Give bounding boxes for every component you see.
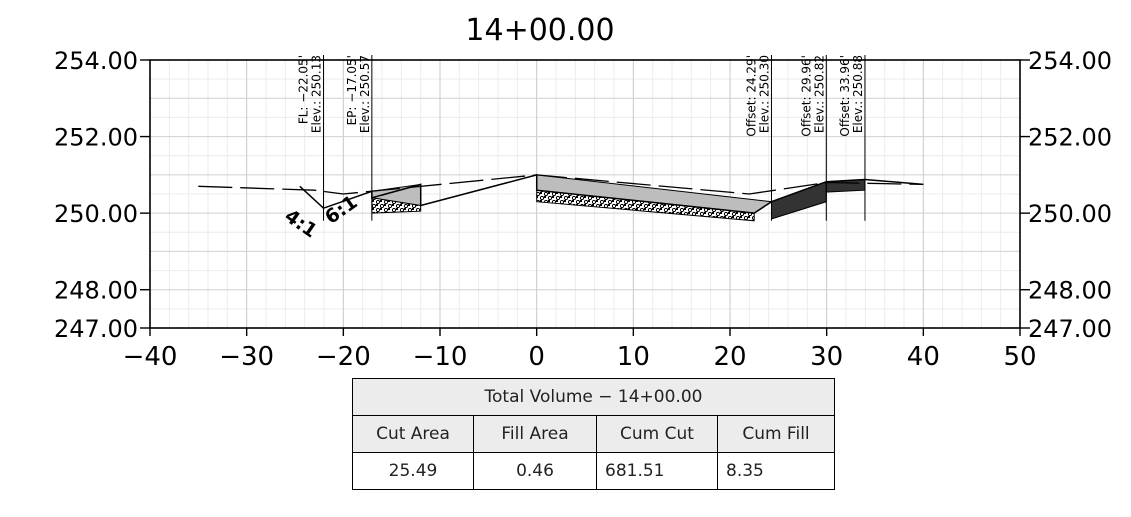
x-ticks: −40 −30 −20 −10 0 10 20 30 40 50	[123, 328, 1037, 372]
x-tick-label: −30	[219, 342, 274, 372]
y-tick-label-right: 254.00	[1028, 47, 1112, 75]
x-tick-label: 0	[528, 342, 545, 372]
x-tick-label: −20	[316, 342, 371, 372]
header-cum-fill: Cum Fill	[717, 415, 835, 453]
value-fill-area: 0.46	[473, 452, 597, 490]
y-tick-label-left: 247.00	[54, 315, 138, 343]
x-tick-label: 10	[617, 342, 650, 372]
offset-label: Elev.: 250.30	[757, 55, 771, 133]
y-tick-label-left: 250.00	[54, 200, 138, 228]
offset-label: Elev.: 250.82	[812, 55, 826, 133]
header-fill-area: Fill Area	[473, 415, 597, 453]
value-cum-cut: 681.51	[596, 452, 718, 490]
x-tick-label: 40	[907, 342, 940, 372]
y-tick-label-left: 254.00	[54, 47, 138, 75]
chart-title: 14+00.00	[465, 13, 614, 48]
value-cum-fill: 8.35	[717, 452, 835, 490]
y-tick-label-right: 252.00	[1028, 124, 1112, 152]
offset-label: Offset: 29.96'	[799, 55, 813, 137]
y-tick-label-left: 252.00	[54, 124, 138, 152]
slope-label-4-1: 4:1	[281, 205, 322, 243]
x-tick-label: 20	[713, 342, 746, 372]
y-tick-label-left: 248.00	[54, 277, 138, 305]
volume-table: Total Volume − 14+00.00 Cut Area Fill Ar…	[352, 378, 835, 490]
y-tick-label-right: 247.00	[1028, 315, 1112, 343]
y-ticks-left: 247.00 248.00 250.00 252.00 254.00	[54, 47, 150, 343]
y-tick-label-right: 250.00	[1028, 200, 1112, 228]
x-tick-label: −40	[123, 342, 178, 372]
plot-frame	[149, 59, 1021, 329]
header-cut-area: Cut Area	[352, 415, 474, 453]
offset-label: EP: −17.05'	[345, 55, 359, 125]
value-cut-area: 25.49	[352, 452, 474, 490]
x-tick-label: 50	[1003, 342, 1036, 372]
offset-label: Offset: 33.96'	[838, 55, 852, 137]
offset-label: Offset: 24.29'	[744, 55, 758, 137]
y-ticks-right: 247.00 248.00 250.00 252.00 254.00	[1020, 47, 1112, 343]
offset-label: Elev.: 250.13	[310, 55, 324, 133]
x-tick-label: −10	[413, 342, 468, 372]
offset-annotations: FL: −22.05' Elev.: 250.13 EP: −17.05' Elev.…	[297, 55, 866, 221]
x-tick-label: 30	[810, 342, 843, 372]
volume-table-title: Total Volume − 14+00.00	[352, 378, 835, 416]
offset-label: Elev.: 250.57	[358, 55, 372, 133]
header-cum-cut: Cum Cut	[596, 415, 718, 453]
slope-labels: 4:1 6:1	[281, 191, 362, 242]
offset-label: FL: −22.05'	[297, 55, 311, 124]
y-tick-label-right: 248.00	[1028, 277, 1112, 305]
offset-label: Elev.: 250.88	[851, 55, 865, 133]
